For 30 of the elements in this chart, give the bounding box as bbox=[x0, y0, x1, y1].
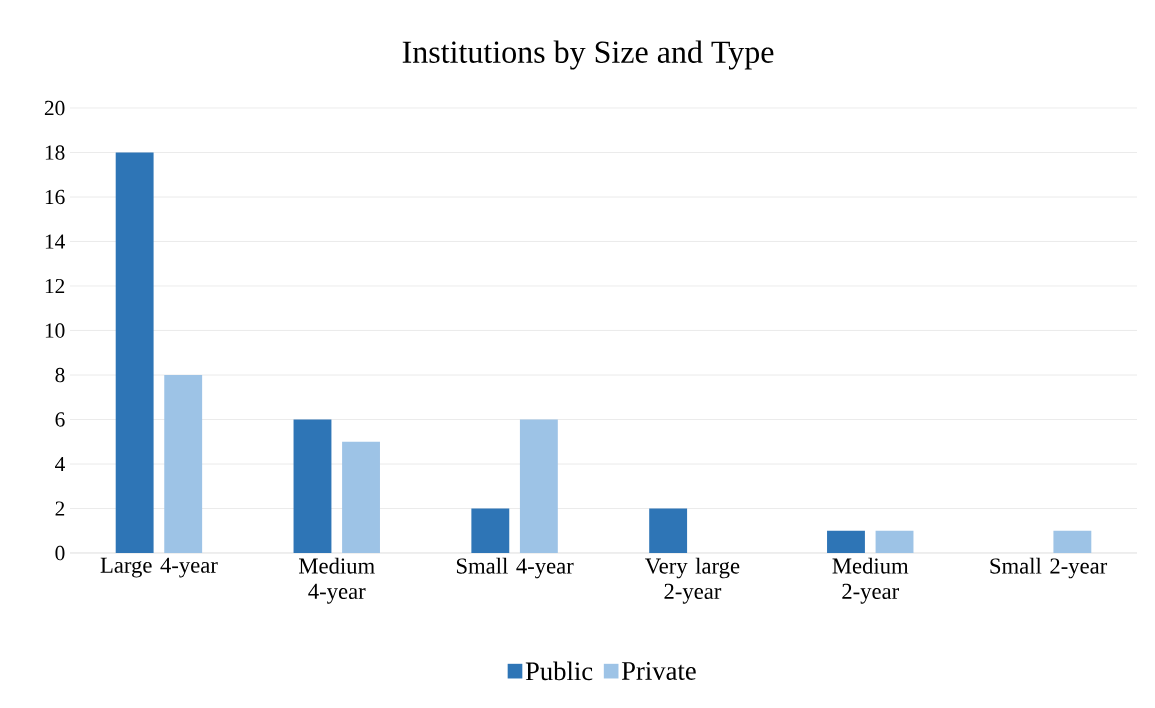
x-tick-label: Large 4-year bbox=[100, 557, 218, 578]
chart-title: Institutions by Size and Type bbox=[402, 40, 774, 70]
bar bbox=[471, 508, 510, 553]
bar bbox=[342, 441, 380, 553]
bar bbox=[519, 419, 558, 553]
x-tick-label: Medium 4-year bbox=[299, 557, 375, 604]
y-tick-label: 14 bbox=[45, 234, 65, 249]
bar bbox=[875, 530, 914, 553]
bar bbox=[293, 419, 332, 553]
bar bbox=[649, 508, 688, 553]
y-tick-label: 18 bbox=[45, 145, 65, 160]
x-tick-label: Medium 2-year bbox=[832, 557, 909, 604]
bar bbox=[827, 530, 865, 553]
y-tick-label: 4 bbox=[55, 456, 65, 472]
y-tick-label: 8 bbox=[55, 367, 65, 383]
x-tick-label: Small 4-year bbox=[456, 557, 574, 579]
bar bbox=[1053, 530, 1092, 553]
y-tick-label: 2 bbox=[55, 501, 65, 516]
y-tick-label: 12 bbox=[45, 278, 65, 294]
y-tick-label: 16 bbox=[45, 189, 65, 205]
y-tick-label: 0 bbox=[55, 545, 65, 561]
bar bbox=[164, 375, 203, 553]
legend-label: Public bbox=[525, 661, 593, 681]
x-tick-label: Small 2-year bbox=[990, 557, 1108, 579]
bar bbox=[115, 152, 154, 553]
y-tick-label: 20 bbox=[44, 100, 65, 116]
y-tick-label: 6 bbox=[55, 412, 65, 427]
legend-label: Private bbox=[621, 661, 696, 680]
x-tick-label: Very large 2-year bbox=[645, 557, 740, 604]
y-tick-label: 10 bbox=[45, 323, 65, 338]
